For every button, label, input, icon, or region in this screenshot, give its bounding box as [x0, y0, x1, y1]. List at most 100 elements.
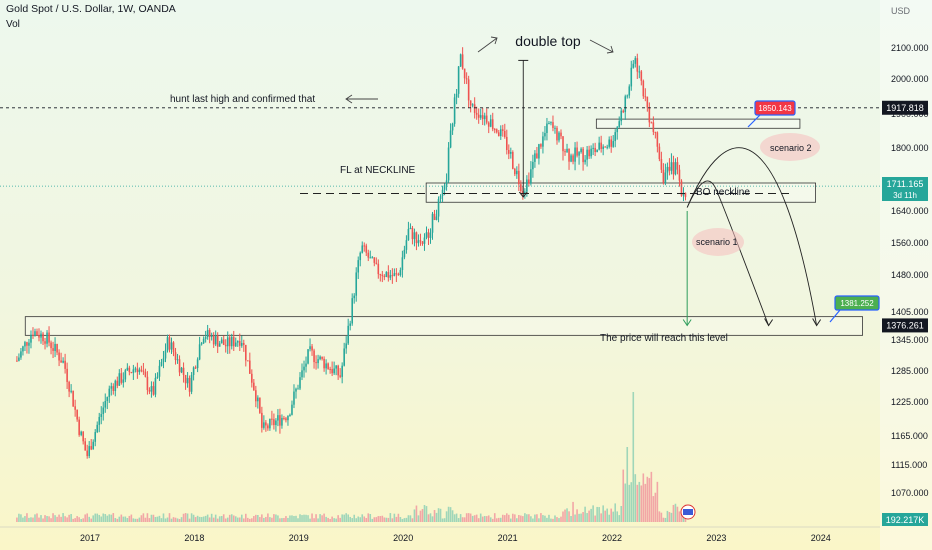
volume-bar — [590, 508, 592, 522]
candle — [401, 257, 404, 271]
volume-bar — [146, 513, 149, 522]
volume-bar — [178, 518, 181, 522]
candle — [668, 166, 671, 171]
year-tick: 2020 — [393, 533, 413, 543]
volume-bar — [244, 513, 247, 522]
candle — [66, 368, 68, 382]
volume-bar — [463, 517, 466, 522]
candle — [116, 380, 119, 386]
candle — [632, 63, 635, 68]
volume-bar — [469, 513, 472, 522]
measure-arrow — [518, 191, 528, 198]
volume-bar — [80, 518, 82, 522]
volume-bar — [363, 516, 366, 522]
candle — [52, 348, 54, 351]
volume-bar — [230, 514, 233, 522]
volume-bar — [664, 517, 667, 522]
candle — [261, 412, 263, 428]
year-tick: 2023 — [706, 533, 726, 543]
candle — [554, 127, 556, 129]
candle — [182, 367, 185, 375]
volume-bar — [574, 514, 576, 522]
price-axis: 2100.0002000.0001900.0001800.0001640.000… — [880, 0, 932, 550]
candle — [160, 362, 163, 366]
volume-bar — [28, 517, 30, 522]
candle — [22, 346, 24, 352]
volume-bar — [512, 513, 514, 522]
candle — [194, 367, 197, 369]
volume-bar — [536, 514, 538, 522]
candle — [242, 342, 245, 345]
volume-bar — [341, 514, 343, 522]
volume-bar — [389, 513, 392, 522]
candle — [244, 344, 247, 361]
label-1850-pointer — [747, 114, 761, 128]
volume-bar — [367, 513, 370, 522]
candle — [112, 386, 115, 392]
candle — [134, 368, 137, 370]
candle — [487, 122, 490, 127]
candle — [439, 195, 442, 199]
volume-bar — [301, 515, 303, 522]
volume-bar — [271, 517, 273, 522]
volume-bar — [128, 515, 131, 522]
candle — [469, 100, 472, 106]
volume-bar — [465, 513, 468, 522]
candle — [78, 419, 80, 435]
volume-bar — [192, 514, 195, 522]
volume-bar — [148, 518, 151, 522]
candle — [441, 189, 444, 196]
candle — [228, 337, 231, 347]
price-tick: 1560.000 — [891, 238, 929, 248]
volume-bar — [68, 514, 70, 522]
candle — [80, 431, 82, 435]
candle — [297, 388, 299, 390]
volume-bar — [457, 518, 460, 522]
candle — [664, 172, 667, 183]
candle — [548, 123, 550, 125]
candle — [415, 232, 418, 244]
candle — [150, 386, 153, 392]
candle — [514, 168, 516, 175]
volume-bar — [353, 514, 356, 522]
volume-bar — [325, 516, 327, 522]
volume-bar — [614, 503, 617, 522]
volume-bar — [166, 517, 169, 522]
candle — [206, 330, 209, 338]
bo-neckline-label: BO neckline — [696, 187, 750, 198]
volume-bar — [18, 513, 20, 522]
volume-bar — [62, 513, 64, 522]
volume-bar — [273, 514, 275, 522]
candle — [313, 350, 315, 363]
candle — [176, 359, 179, 361]
volume-bar — [558, 518, 560, 522]
candle — [516, 170, 518, 175]
volume-bar — [162, 513, 165, 522]
candle — [417, 240, 420, 244]
candle — [568, 148, 570, 162]
candle — [612, 141, 615, 147]
candle — [158, 365, 161, 377]
candle — [353, 295, 356, 299]
candle — [407, 228, 410, 241]
candle — [156, 376, 159, 378]
volume-bar — [626, 447, 629, 522]
candle — [339, 375, 341, 377]
volume-bar — [666, 510, 669, 522]
volume-bar — [405, 517, 408, 522]
price-tick: 1345.000 — [891, 335, 929, 345]
volume-bar — [618, 515, 621, 522]
candle — [540, 144, 542, 147]
volume-bar — [355, 518, 358, 522]
volume-bar — [184, 513, 187, 522]
candle — [307, 349, 309, 364]
candle — [455, 93, 458, 98]
label-1381-pointer — [829, 309, 841, 323]
volume-bar — [640, 485, 643, 522]
zone-box — [24, 316, 863, 336]
level-1376-text: 1376.261 — [886, 320, 924, 330]
volume-bar — [467, 513, 470, 522]
volume-bar — [130, 514, 133, 522]
price-tick: 1285.000 — [891, 366, 929, 376]
